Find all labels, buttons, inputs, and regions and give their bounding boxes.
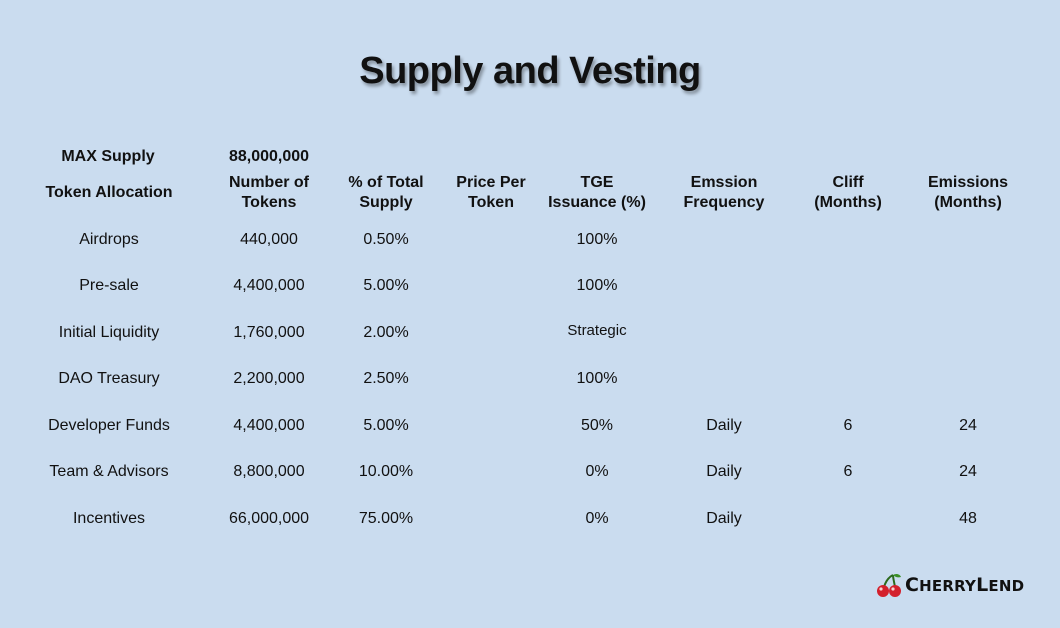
tge-issuance: 100% [576, 277, 618, 294]
tokens-count: 66,000,000 [228, 510, 310, 527]
supply-percent: 5.00% [363, 417, 409, 434]
allocation-name: Incentives [72, 510, 146, 527]
emissions-months-header: Emissions (Months) [908, 173, 1028, 213]
allocation-name: Team & Advisors [49, 463, 169, 480]
tge-issuance: Strategic [567, 322, 627, 339]
tge-issuance-header-line: Issuance (%) [548, 194, 646, 211]
logo-wordmark: CHERRYLEND [905, 574, 1025, 596]
emission-frequency-header: Emssion Frequency [659, 173, 789, 213]
max-supply-value: 88,000,000 [228, 148, 310, 165]
tge-issuance: 0% [585, 463, 609, 480]
cliff-months-header-line: Cliff [832, 174, 864, 191]
allocation-name: Pre-sale [79, 277, 139, 294]
tge-issuance-header: TGE Issuance (%) [532, 173, 662, 213]
tokens-count: 4,400,000 [233, 277, 305, 294]
tge-issuance: 50% [580, 417, 614, 434]
page-title: Supply and Vesting [359, 50, 701, 92]
cliff-months-header-line: (Months) [814, 194, 882, 211]
tge-issuance-header-line: TGE [580, 174, 614, 191]
allocation-name: DAO Treasury [58, 370, 160, 387]
number-of-tokens-header: Number of Tokens [199, 173, 339, 213]
tokens-count: 2,200,000 [233, 370, 305, 387]
supply-percent: 0.50% [363, 231, 409, 248]
pct-total-supply-header-line: Supply [359, 194, 413, 211]
number-of-tokens-header-line: Tokens [241, 194, 297, 211]
supply-percent: 10.00% [358, 463, 414, 480]
tge-issuance: 100% [576, 231, 618, 248]
emission-frequency-header-line: Emssion [690, 174, 758, 191]
price-per-token-header: Price Per Token [441, 173, 541, 213]
emissions-months-header-line: Emissions [927, 174, 1009, 191]
price-per-token-header-line: Token [468, 194, 514, 211]
cliff-months-header: Cliff (Months) [793, 173, 903, 213]
allocation-name: Airdrops [79, 231, 139, 248]
tokens-count: 440,000 [240, 231, 298, 248]
supply-percent: 5.00% [363, 277, 409, 294]
token-allocation-header: Token Allocation [14, 183, 204, 203]
emission-frequency-header-line: Frequency [683, 194, 765, 211]
cherrylend-logo: CHERRYLEND [876, 572, 1024, 598]
emission-frequency: Daily [706, 417, 742, 434]
tokens-count: 4,400,000 [233, 417, 305, 434]
emission-months: 24 [959, 417, 977, 434]
tge-issuance: 0% [585, 510, 609, 527]
supply-percent: 2.50% [363, 370, 409, 387]
cherry-icon [877, 573, 901, 597]
supply-percent: 75.00% [358, 510, 414, 527]
token-allocation-header-line: Token Allocation [45, 184, 173, 201]
allocation-name: Initial Liquidity [58, 324, 160, 341]
pct-total-supply-header-line: % of Total [348, 174, 424, 191]
emissions-months-header-line: (Months) [934, 194, 1002, 211]
max-supply-label: MAX Supply [61, 148, 155, 165]
emission-frequency: Daily [706, 510, 742, 527]
allocation-name: Developer Funds [48, 417, 170, 434]
cliff-months: 6 [843, 417, 853, 434]
cliff-months: 6 [843, 463, 853, 480]
emission-months: 48 [959, 510, 977, 527]
emission-months: 24 [959, 463, 977, 480]
tokens-count: 1,760,000 [233, 324, 305, 341]
number-of-tokens-header-line: Number of [229, 174, 309, 191]
tokens-count: 8,800,000 [233, 463, 305, 480]
price-per-token-header-line: Price Per [456, 174, 526, 191]
tge-issuance: 100% [576, 370, 618, 387]
pct-total-supply-header: % of Total Supply [331, 173, 441, 213]
emission-frequency: Daily [706, 463, 742, 480]
supply-percent: 2.00% [363, 324, 409, 341]
